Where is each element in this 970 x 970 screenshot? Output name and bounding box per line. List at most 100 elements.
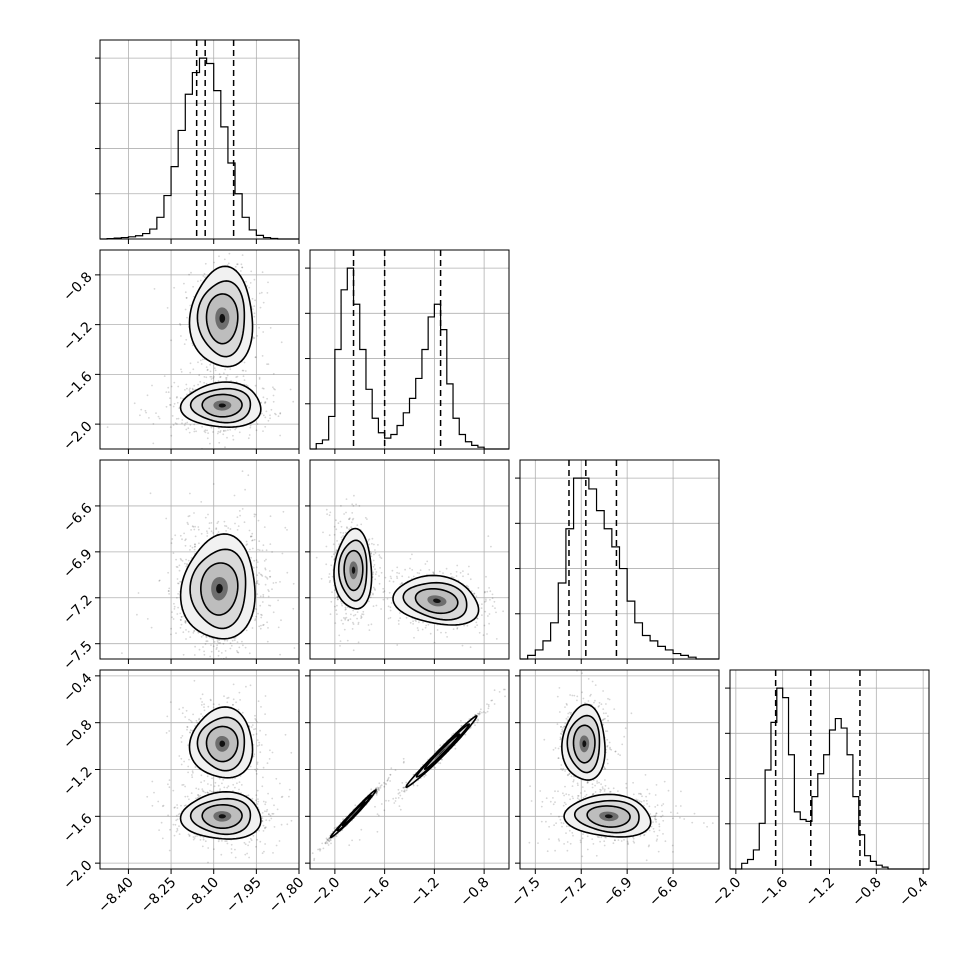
sample-point (180, 559, 183, 561)
sample-point (356, 524, 359, 526)
sample-point (206, 437, 209, 440)
sample-point (185, 565, 188, 568)
sample-point (200, 635, 203, 638)
sample-point (187, 523, 190, 526)
sample-point (335, 549, 338, 552)
sample-point (335, 519, 337, 522)
sample-point (179, 397, 182, 399)
sample-point (325, 563, 328, 566)
sample-point (269, 327, 272, 329)
sample-point (259, 573, 262, 576)
sample-point (229, 647, 232, 650)
sample-point (269, 515, 272, 518)
sample-point (175, 558, 178, 561)
sample-point (226, 639, 229, 642)
sample-point (356, 617, 358, 620)
sample-point (397, 619, 400, 622)
sample-point (317, 281, 319, 283)
sample-point (188, 389, 191, 391)
sample-point (225, 377, 228, 379)
sample-point (209, 363, 212, 366)
sample-point (241, 266, 244, 269)
sample-point (178, 407, 181, 409)
sample-point (184, 544, 187, 547)
sample-point (339, 645, 341, 647)
sample-point (192, 285, 195, 288)
sample-point (271, 588, 273, 591)
sample-point (246, 385, 249, 387)
sample-point (170, 385, 173, 388)
sample-point (250, 270, 253, 273)
sample-point (180, 619, 182, 621)
sample-point (258, 625, 261, 628)
sample-point (539, 603, 541, 605)
sample-point (216, 646, 218, 649)
sample-point (333, 525, 336, 528)
sample-point (261, 355, 264, 357)
sample-point (384, 576, 387, 579)
sample-point (262, 387, 265, 390)
sample-point (352, 517, 355, 520)
sample-point (217, 430, 220, 433)
sample-point (163, 375, 166, 377)
sample-point (189, 362, 192, 365)
sample-point (255, 615, 258, 618)
sample-point (238, 431, 241, 434)
sample-point (256, 580, 259, 582)
sample-point (409, 557, 412, 560)
sample-point (267, 627, 269, 629)
sample-point (210, 644, 212, 646)
sample-point (167, 386, 170, 389)
sample-point (253, 515, 256, 518)
sample-point (279, 653, 281, 656)
sample-point (266, 292, 269, 294)
sample-point (217, 520, 220, 523)
sample-point (342, 617, 345, 619)
sample-point (269, 576, 271, 578)
sample-point (224, 525, 226, 527)
sample-point (218, 642, 220, 644)
sample-point (339, 520, 342, 523)
sample-point (178, 569, 181, 572)
sample-point (173, 402, 176, 405)
sample-point (186, 421, 189, 424)
sample-point (217, 531, 220, 533)
sample-point (218, 441, 221, 444)
sample-point (249, 535, 252, 538)
sample-point (398, 572, 400, 575)
sample-point (352, 609, 354, 612)
sample-point (256, 423, 259, 425)
sample-point (205, 640, 208, 643)
sample-point (279, 581, 281, 583)
sample-point (455, 570, 458, 573)
sample-point (210, 650, 213, 653)
sample-point (280, 341, 283, 344)
sample-point (425, 624, 428, 627)
sample-point (137, 592, 140, 594)
sample-point (356, 611, 359, 613)
sample-point (226, 264, 229, 266)
sample-point (289, 388, 292, 391)
sample-point (350, 521, 353, 524)
sample-point (364, 516, 367, 519)
sample-point (264, 568, 267, 571)
sample-point (383, 590, 386, 592)
sample-point (396, 571, 398, 574)
sample-point (418, 621, 420, 624)
sample-point (193, 654, 196, 656)
sample-point (489, 590, 492, 593)
sample-point (320, 577, 323, 580)
sample-point (377, 544, 379, 546)
sample-point (253, 278, 256, 281)
sample-point (274, 412, 276, 415)
sample-point (268, 590, 270, 593)
sample-point (223, 639, 226, 642)
sample-point (390, 602, 393, 604)
sample-point (361, 613, 363, 615)
sample-point (350, 526, 352, 529)
sample-point (279, 412, 282, 414)
sample-point (272, 400, 275, 403)
sample-point (217, 654, 220, 657)
sample-point (373, 564, 376, 566)
sample-point (451, 576, 454, 579)
